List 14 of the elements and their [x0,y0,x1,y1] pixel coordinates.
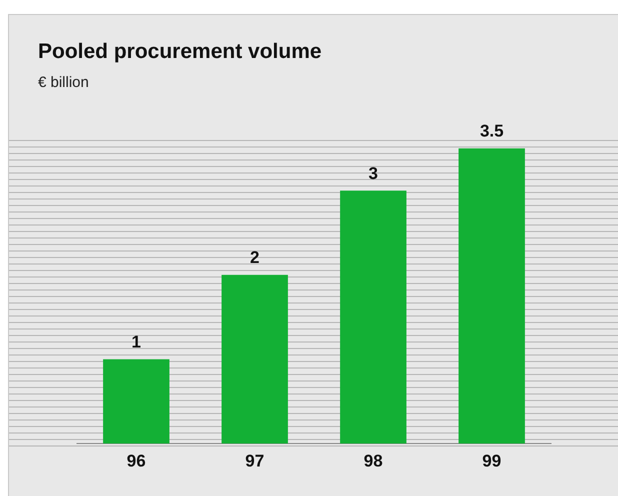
x-tick-label: 99 [482,451,502,470]
x-tick-label: 96 [126,451,146,470]
bar [222,274,288,444]
x-tick-label: 97 [245,451,264,470]
data-label: 3.5 [480,122,504,141]
bar [458,148,525,444]
chart-subtitle: € billion [38,74,89,91]
x-tick-label: 98 [364,451,383,470]
chart-title: Pooled procurement volume [38,40,322,64]
bar [340,190,406,444]
data-label: 2 [250,248,260,268]
bar [103,359,170,444]
data-label: 3 [368,164,378,183]
data-label: 1 [132,332,141,352]
